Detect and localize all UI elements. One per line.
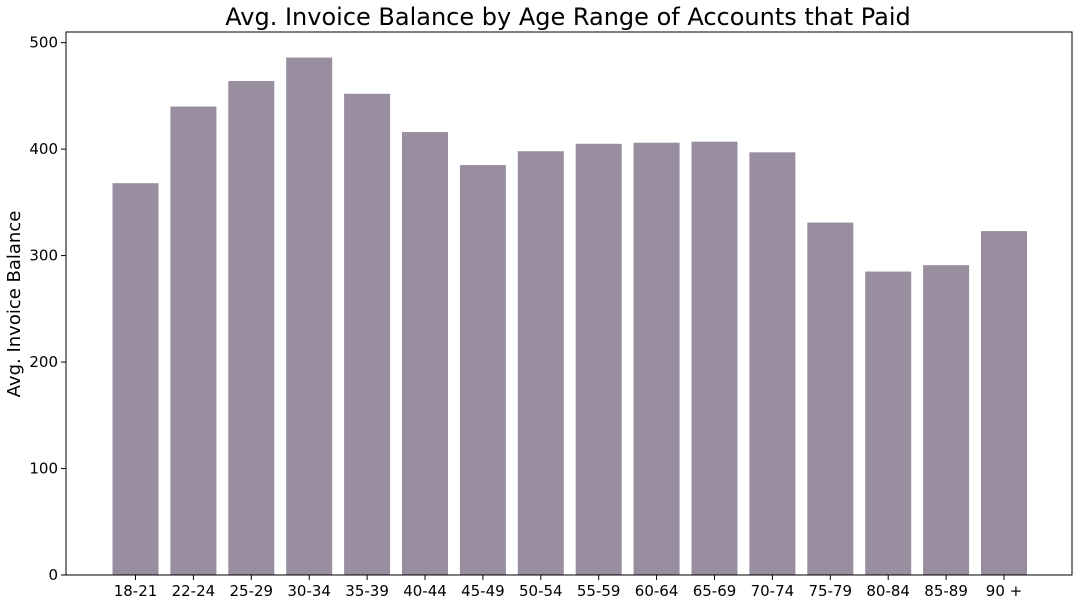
bar-80-84 <box>865 271 912 575</box>
bars-group <box>112 57 1027 576</box>
x-tick-label: 55-59 <box>577 582 621 600</box>
x-tick-label: 30-34 <box>287 582 331 600</box>
x-axis-ticks: 18-21 22-24 25-29 30-34 35-39 40-44 45-49 50-54… <box>114 575 1022 600</box>
plot-frame <box>65 31 1073 576</box>
y-axis-ticks: 0 100 200 300 400 500 <box>29 34 66 584</box>
x-tick-label: 18-21 <box>114 582 158 600</box>
bar-65-69 <box>691 141 738 575</box>
x-tick-label: 65-69 <box>693 582 737 600</box>
bar-50-54 <box>517 151 564 575</box>
y-tick-label: 100 <box>29 460 58 478</box>
bar-18-21 <box>112 183 159 575</box>
bar-40-44 <box>402 132 448 576</box>
y-tick-label: 400 <box>29 140 58 158</box>
x-tick-label: 85-89 <box>924 582 968 600</box>
y-tick-label: 500 <box>29 34 58 52</box>
bar-35-39 <box>344 93 391 576</box>
chart-title: Avg. Invoice Balance by Age Range of Acc… <box>225 3 910 31</box>
bar-90plus <box>981 231 1027 575</box>
y-tick-label: 200 <box>29 353 58 371</box>
x-tick-label: 22-24 <box>172 582 216 600</box>
x-tick-label: 40-44 <box>403 582 447 600</box>
bar-30-34 <box>286 57 333 576</box>
bar-85-89 <box>923 265 970 575</box>
x-tick-label: 25-29 <box>230 582 274 600</box>
y-tick-label: 300 <box>29 247 58 265</box>
x-tick-label: 60-64 <box>635 582 679 600</box>
x-tick-label: 90 + <box>986 582 1022 600</box>
x-tick-label: 70-74 <box>751 582 795 600</box>
y-axis-label: Avg. Invoice Balance <box>4 211 25 398</box>
bar-25-29 <box>228 80 275 575</box>
x-tick-label: 80-84 <box>866 582 910 600</box>
x-tick-label: 50-54 <box>519 582 563 600</box>
x-tick-label: 35-39 <box>345 582 389 600</box>
bar-60-64 <box>633 142 680 575</box>
bar-22-24 <box>170 106 217 575</box>
bar-45-49 <box>459 165 506 575</box>
bar-75-79 <box>807 222 854 576</box>
y-tick-label: 0 <box>48 566 58 584</box>
bar-55-59 <box>575 143 622 575</box>
bar-70-74 <box>749 152 796 575</box>
x-tick-label: 45-49 <box>461 582 505 600</box>
x-tick-label: 75-79 <box>809 582 853 600</box>
